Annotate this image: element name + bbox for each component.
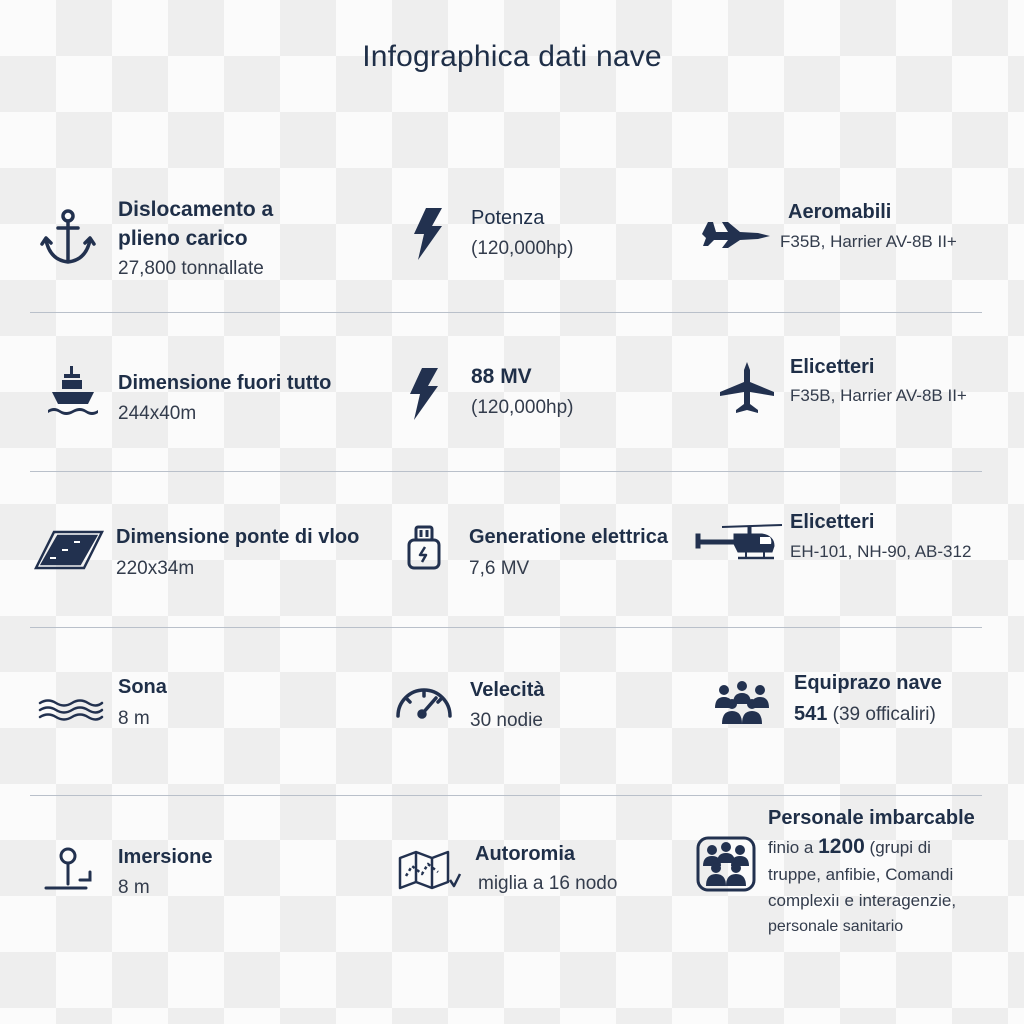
map-icon bbox=[398, 850, 462, 890]
helicopter-icon bbox=[694, 522, 784, 562]
dimension-overall-value: 244x40m bbox=[118, 403, 197, 424]
speed-label: Velecità bbox=[470, 679, 545, 701]
personnel-line-1-post: (grupi di bbox=[864, 838, 931, 857]
draft-icon bbox=[42, 846, 98, 892]
speedometer-icon bbox=[392, 682, 456, 720]
power-mv-value: (120,000hp) bbox=[471, 397, 574, 418]
personnel-line-1-pre: finio a bbox=[768, 838, 819, 857]
autonomy-value: miglia a 16 nodo bbox=[478, 873, 618, 894]
battery-icon bbox=[405, 524, 443, 572]
electric-label: Generatione elettrica bbox=[469, 526, 668, 548]
electric-value: 7,6 MV bbox=[469, 558, 530, 579]
displacement-label-2: plieno carico bbox=[118, 227, 248, 250]
speed-value: 30 nodie bbox=[470, 710, 543, 731]
flight-deck-value: 220x34m bbox=[116, 558, 195, 579]
fighter-jet-icon bbox=[700, 220, 772, 250]
crew-count: 541 bbox=[794, 703, 828, 725]
personnel-line-3: complexiı e interagenzie, bbox=[768, 891, 957, 910]
anchor-icon bbox=[40, 208, 96, 266]
displacement-label-1: Dislocamento a bbox=[118, 198, 274, 221]
helicopters-2-label: Elicetteri bbox=[790, 511, 875, 533]
row-divider bbox=[30, 471, 982, 472]
crew-group-icon bbox=[712, 678, 772, 726]
row-divider bbox=[30, 627, 982, 628]
personnel-line-2: truppe, anfibie, Comandi bbox=[768, 865, 954, 884]
sonar-label: Sona bbox=[118, 676, 167, 698]
personnel-line-4: personale sanitario bbox=[768, 918, 904, 935]
draft-value: 8 m bbox=[118, 877, 150, 898]
personnel-group-icon bbox=[694, 834, 758, 892]
aircraft-label: Aeromabili bbox=[788, 201, 892, 223]
ship-icon bbox=[46, 364, 100, 418]
aircraft-value: F35B, Harrier AV-8B II+ bbox=[780, 232, 957, 251]
displacement-value: 27,800 tonnallate bbox=[118, 258, 264, 279]
draft-label: Imersione bbox=[118, 846, 213, 868]
power-label: Potenza bbox=[471, 207, 545, 229]
jet-top-view-icon bbox=[718, 362, 776, 414]
row-divider bbox=[30, 795, 982, 796]
crew-officers: (39 officaliri) bbox=[827, 704, 936, 725]
dimension-overall-label: Dimensione fuori tutto bbox=[118, 372, 332, 394]
waves-icon bbox=[38, 698, 104, 722]
autonomy-label: Autoromia bbox=[475, 843, 575, 865]
row-divider bbox=[30, 312, 982, 313]
power-value: (120,000hp) bbox=[471, 238, 574, 259]
power-mv-label: 88 MV bbox=[471, 365, 532, 388]
helicopters-1-value: F35B, Harrier AV-8B II+ bbox=[790, 386, 967, 405]
flight-deck-icon bbox=[34, 530, 104, 570]
crew-value: 541 (39 officaliri) bbox=[794, 699, 936, 730]
flight-deck-label: Dimensione ponte di vloo bbox=[116, 526, 360, 548]
helicopters-2-value: EH-101, NH-90, AB-312 bbox=[790, 542, 972, 561]
personnel-count: 1200 bbox=[818, 835, 865, 858]
helicopters-1-label: Elicetteri bbox=[790, 356, 875, 378]
personnel-label: Personale imbarcable bbox=[768, 807, 975, 829]
sonar-value: 8 m bbox=[118, 708, 150, 729]
lightning-icon bbox=[408, 368, 440, 420]
page-title: Infographica dati nave bbox=[362, 40, 662, 73]
crew-label: Equiprazo nave bbox=[794, 672, 942, 694]
personnel-line-1: finio a 1200 (grupi di bbox=[768, 834, 931, 861]
lightning-icon bbox=[412, 208, 444, 260]
